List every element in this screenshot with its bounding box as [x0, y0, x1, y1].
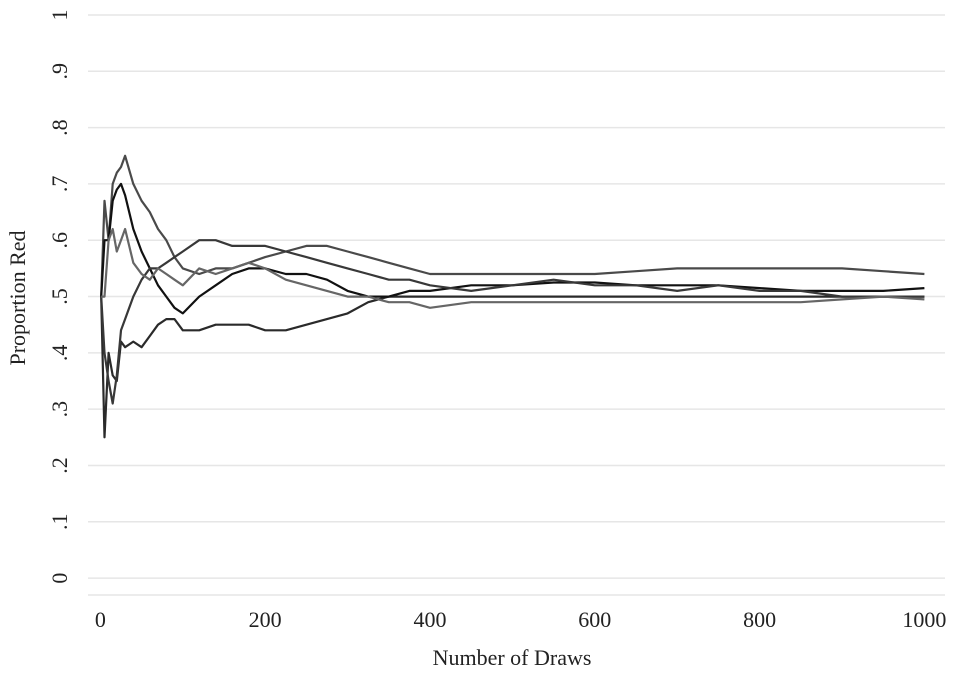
x-axis-title: Number of Draws — [433, 645, 592, 670]
line-series — [100, 182, 925, 315]
y-tick-label: .4 — [47, 345, 72, 362]
x-tick-label: 400 — [413, 607, 446, 632]
x-tick-label: 0 — [95, 607, 106, 632]
y-tick-label: .2 — [47, 457, 72, 474]
line-series — [100, 239, 925, 405]
x-tick-label: 600 — [578, 607, 611, 632]
line-series — [100, 154, 925, 297]
x-tick-label: 200 — [249, 607, 282, 632]
y-tick-label: .1 — [47, 514, 72, 531]
x-tick-label: 1000 — [902, 607, 946, 632]
y-axis-title: Proportion Red — [5, 230, 30, 365]
y-tick-label: .5 — [47, 288, 72, 305]
line-series — [101, 227, 925, 309]
y-tick-label: .3 — [47, 401, 72, 418]
x-tick-label: 800 — [743, 607, 776, 632]
line-series — [100, 295, 925, 439]
y-tick-label: .8 — [47, 119, 72, 136]
y-tick-label: 1 — [47, 10, 72, 21]
y-tick-label: 0 — [47, 573, 72, 584]
y-tick-label: .6 — [47, 232, 72, 249]
y-tick-label: .9 — [47, 63, 72, 80]
y-tick-label: .7 — [47, 176, 72, 193]
